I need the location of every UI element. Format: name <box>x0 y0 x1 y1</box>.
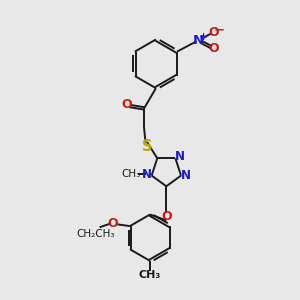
Text: N: N <box>175 150 184 163</box>
Text: O: O <box>108 217 118 230</box>
Text: −: − <box>214 23 225 36</box>
Text: CH₃: CH₃ <box>139 269 161 280</box>
Text: CH₂CH₃: CH₂CH₃ <box>77 229 115 239</box>
Text: O: O <box>121 98 131 111</box>
Text: N: N <box>142 168 152 181</box>
Text: O: O <box>208 42 219 55</box>
Text: O: O <box>161 210 172 224</box>
Text: +: + <box>199 32 208 42</box>
Text: N: N <box>181 169 191 182</box>
Text: O: O <box>208 26 219 38</box>
Text: N: N <box>193 34 204 47</box>
Text: CH₃: CH₃ <box>122 169 141 179</box>
Text: S: S <box>142 139 152 154</box>
